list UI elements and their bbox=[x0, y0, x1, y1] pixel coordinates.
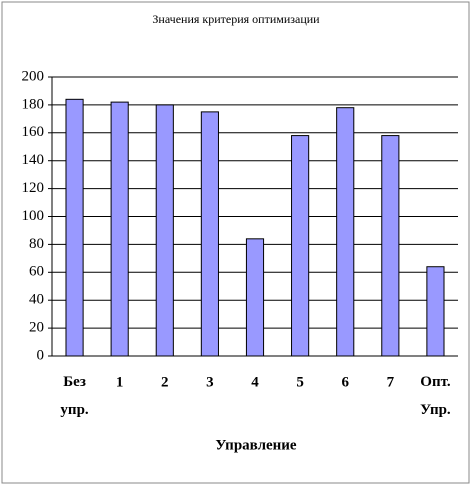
bar bbox=[65, 98, 84, 357]
y-tick-label: 80 bbox=[29, 236, 44, 252]
y-tick-label: 100 bbox=[22, 208, 45, 224]
y-tick-label: 180 bbox=[22, 96, 45, 112]
bar bbox=[245, 238, 265, 357]
x-tick-label: 5 bbox=[296, 374, 304, 390]
y-tick-label: 20 bbox=[29, 320, 44, 336]
bar bbox=[200, 111, 219, 357]
y-tick-label: 40 bbox=[29, 292, 44, 308]
y-tick-label: 0 bbox=[37, 347, 45, 363]
x-axis-title: Управление bbox=[215, 437, 297, 453]
y-tick-label: 200 bbox=[22, 68, 45, 84]
y-tick-label: 140 bbox=[22, 152, 45, 168]
x-tick-label: 1 bbox=[116, 374, 124, 390]
x-tick-label: 7 bbox=[387, 374, 395, 390]
x-tick-label: 2 bbox=[161, 374, 169, 390]
bar bbox=[110, 101, 129, 357]
x-tick-label: Без упр. bbox=[60, 374, 88, 418]
chart-title: Значения критерия оптимизации bbox=[152, 12, 320, 26]
x-tick-label: Опт. Упр. bbox=[420, 374, 451, 418]
y-tick-label: 120 bbox=[22, 180, 45, 196]
bar bbox=[381, 135, 400, 357]
x-tick-label: 3 bbox=[206, 374, 214, 390]
bar bbox=[426, 266, 445, 357]
x-tick-label: 6 bbox=[341, 374, 349, 390]
x-tick-label: 4 bbox=[251, 374, 259, 390]
bar bbox=[336, 107, 355, 357]
bar bbox=[155, 104, 174, 357]
y-tick-label: 60 bbox=[29, 264, 44, 280]
bar bbox=[291, 135, 310, 357]
y-tick-label: 160 bbox=[22, 124, 45, 140]
